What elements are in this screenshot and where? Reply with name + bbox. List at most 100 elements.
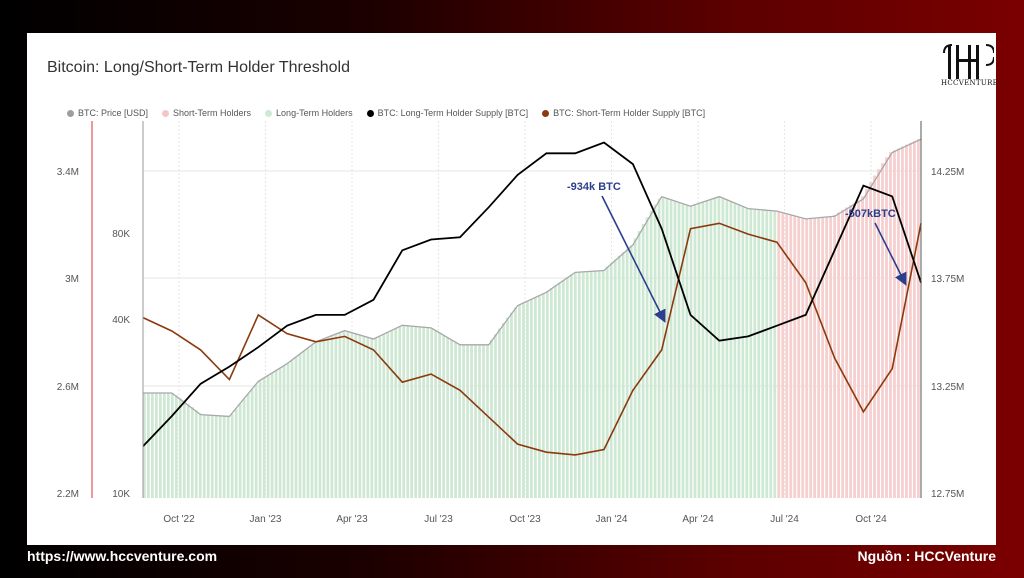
price-bar: [705, 200, 709, 498]
price-bar: [506, 317, 509, 498]
price-bar: [182, 401, 186, 498]
price-bar: [406, 325, 410, 498]
price-bar: [737, 205, 741, 498]
price-bar: [701, 201, 705, 499]
price-bar: [370, 338, 374, 498]
price-bar: [194, 410, 198, 498]
price-bar: [298, 353, 302, 498]
price-bar: [913, 140, 916, 498]
price-bar: [877, 169, 880, 498]
price-bar: [526, 300, 529, 498]
price-bar: [198, 413, 202, 498]
price-bar: [657, 198, 661, 498]
price-bar: [146, 393, 150, 498]
price-bar: [206, 414, 210, 498]
x-tick-label: Oct '23: [509, 514, 541, 525]
legend-item[interactable]: BTC: Price [USD]: [67, 108, 148, 118]
price-bar: [765, 210, 769, 498]
price-bar: [154, 393, 158, 498]
price-bar: [310, 345, 314, 498]
price-bar: [306, 347, 310, 498]
x-tick-label: Apr '23: [336, 514, 368, 525]
price-bar: [857, 200, 860, 498]
price-bar: [569, 274, 573, 498]
price-bar: [777, 212, 781, 499]
price-bar: [462, 344, 465, 498]
price-bar: [741, 207, 745, 498]
price-bar: [202, 414, 206, 498]
price-bar: [673, 201, 677, 498]
price-bar: [330, 335, 334, 498]
price-bar: [422, 327, 426, 498]
price-bar: [342, 331, 346, 498]
left-supply-tick: 2.2M: [57, 489, 79, 500]
price-bar: [354, 333, 358, 498]
price-bar: [621, 252, 625, 498]
price-bar: [549, 288, 553, 498]
price-bar: [346, 331, 350, 498]
price-bar: [374, 337, 378, 498]
price-bar: [837, 212, 841, 498]
price-bar: [713, 197, 717, 499]
price-bar: [885, 157, 888, 498]
price-bar: [410, 326, 414, 498]
price-bar: [178, 398, 182, 498]
legend-item[interactable]: BTC: Short-Term Holder Supply [BTC]: [542, 108, 705, 118]
price-bar: [721, 198, 725, 499]
price-bar: [402, 325, 406, 498]
legend-label: BTC: Short-Term Holder Supply [BTC]: [553, 108, 706, 118]
legend-item[interactable]: Short-Term Holders: [162, 108, 251, 118]
price-bar: [849, 205, 852, 498]
price-bar: [801, 218, 805, 498]
price-bar: [442, 335, 446, 498]
price-bar: [861, 196, 864, 498]
price-bar: [641, 223, 645, 498]
price-bar: [729, 202, 733, 498]
price-bar: [170, 393, 174, 498]
price-bar: [190, 407, 194, 498]
price-bar: [394, 328, 398, 498]
legend-dot-icon: [67, 109, 74, 117]
footer-url[interactable]: https://www.hccventure.com: [27, 548, 218, 564]
price-bar: [414, 326, 418, 498]
price-bar: [478, 344, 481, 498]
price-bar: [841, 209, 844, 498]
price-bar: [270, 373, 274, 498]
price-bar: [378, 335, 382, 498]
price-bar: [438, 332, 442, 498]
price-bar: [541, 293, 545, 498]
price-bar: [781, 213, 785, 498]
price-bar: [809, 218, 813, 498]
price-bar: [689, 205, 693, 499]
price-bar: [697, 202, 701, 498]
logo-text: HCCVENTURE: [941, 79, 999, 87]
chart-plot: Oct '22 Jan '23 Apr '23 Jul '23 Oct '23 Jan '…: [57, 121, 964, 525]
price-bar: [649, 210, 653, 499]
price-line: [143, 138, 922, 418]
price-bar: [785, 214, 789, 498]
left-price-tick: 10K: [112, 489, 130, 500]
price-bar: [498, 328, 501, 498]
price-bar: [390, 330, 394, 498]
price-bar: [753, 209, 757, 498]
legend-item[interactable]: Long-Term Holders: [265, 108, 353, 118]
legend-label: BTC: Price [USD]: [78, 108, 149, 118]
price-bar: [302, 350, 306, 498]
price-bar: [242, 398, 246, 498]
price-bar: [685, 205, 689, 498]
left-supply-tick: 3M: [65, 274, 79, 285]
price-bar: [334, 334, 338, 498]
price-bar: [450, 339, 454, 498]
legend-item[interactable]: BTC: Long-Term Holder Supply [BTC]: [366, 108, 528, 118]
price-bar: [366, 337, 370, 498]
price-bar: [426, 327, 430, 498]
price-bar: [254, 384, 258, 498]
price-bar: [869, 182, 872, 498]
price-bar: [669, 200, 673, 499]
price-bar: [881, 163, 884, 498]
price-bar: [565, 277, 569, 498]
price-bar: [805, 218, 809, 499]
x-tick-label: Jan '23: [250, 514, 282, 525]
chart-title: Bitcoin: Long/Short-Term Holder Threshol…: [47, 59, 350, 76]
right-tick: 14.25M: [931, 167, 964, 178]
